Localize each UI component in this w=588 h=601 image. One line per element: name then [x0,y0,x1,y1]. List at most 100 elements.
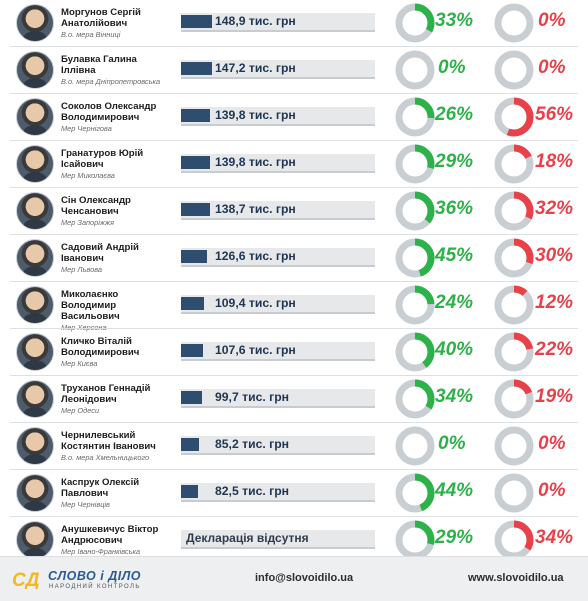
red-donut [494,520,534,560]
green-donut [395,520,435,560]
red-donut-ring [494,426,534,466]
green-percent: 29% [435,151,474,172]
red-percent: 56% [535,104,574,125]
avatar [16,474,54,512]
income-bar [181,297,204,310]
person-name: Миколаєнко Володимир Васильович [61,289,120,322]
green-percent: 24% [435,292,474,313]
red-donut-ring [494,285,534,325]
green-donut [395,332,435,372]
green-donut [395,238,435,278]
person-name: Анушкевичус Віктор Андрюсович [61,524,159,546]
green-donut [395,191,435,231]
person-title: В.о. мера Вінниці [61,30,121,39]
green-donut [395,379,435,419]
red-donut-arc [494,379,534,419]
red-donut-ring [494,3,534,43]
income-bar-track: 148,9 тис. грн [181,13,375,32]
logo-mark-icon: СД [12,570,40,589]
red-percent: 12% [535,292,574,313]
green-percent: 0% [438,433,466,454]
person-name: Чернилевський Костянтин Іванович [61,430,156,452]
person-name: Гранатуров Юрій Ісайович [61,148,144,170]
income-label: 139,8 тис. грн [215,155,296,169]
green-percent: 40% [435,339,474,360]
income-bar [181,15,213,28]
red-percent: 0% [538,480,566,501]
green-donut [395,285,435,325]
red-donut-arc [494,191,534,231]
red-donut [494,97,534,137]
avatar [16,521,54,559]
green-percent: 29% [435,527,474,548]
avatar [16,51,54,89]
income-bar-track: 82,5 тис. грн [181,483,375,502]
income-bar [181,438,199,451]
green-percent: 33% [435,10,474,31]
red-donut [494,285,534,325]
green-donut-arc [395,3,435,43]
green-donut [395,50,435,90]
logo-subtitle: НАРОДНИЙ КОНТРОЛЬ [49,584,141,590]
avatar [16,192,54,230]
income-label: 138,7 тис. грн [215,202,296,216]
green-donut-arc [395,97,435,137]
row-divider [10,93,578,94]
income-label: 85,2 тис. грн [215,437,289,451]
avatar [16,145,54,183]
table-row: Соколов Олександр Володимирович Мер Черні… [0,94,588,141]
green-donut-arc [395,144,435,184]
contact-email[interactable]: info@slovoidilo.ua [255,572,354,584]
red-percent: 0% [538,433,566,454]
row-divider [10,187,578,188]
red-donut-arc [494,97,534,137]
red-percent: 0% [538,57,566,78]
person-title: Мер Києва [61,359,98,368]
green-percent: 34% [435,386,474,407]
table-row: Садовий Андрій Іванович Мер Львова 126,6 т… [0,235,588,282]
income-bar [181,344,204,357]
red-donut-arc [494,144,534,184]
red-percent: 22% [535,339,574,360]
income-label: 147,2 тис. грн [215,61,296,75]
green-donut-arc [395,473,435,513]
income-bar [181,62,212,75]
red-donut-arc [494,332,534,372]
svg-text:СД: СД [12,570,40,589]
income-label: Декларація відсутня [186,531,309,545]
table-row: Моргунов Сергій Анатолійович В.о. мера Ві… [0,0,588,47]
row-divider [10,46,578,47]
red-percent: 30% [535,245,574,266]
website-link[interactable]: www.slovoidilo.ua [468,572,564,584]
avatar [16,239,54,277]
table-row: Гранатуров Юрій Ісайович Мер Миколаєва 139… [0,141,588,188]
green-donut-arc [395,332,435,372]
person-name: Садовий Андрій Іванович [61,242,139,264]
green-percent: 0% [438,57,466,78]
income-label: 107,6 тис. грн [215,343,296,357]
person-name: Каспрук Олексій Павлович [61,477,140,499]
income-bar [181,485,199,498]
table-row: Кличко Віталій Володимирович Мер Києва 107… [0,329,588,376]
green-donut [395,3,435,43]
person-title: Мер Херсона [61,323,176,332]
green-percent: 26% [435,104,474,125]
income-bar-track: 139,8 тис. грн [181,154,375,173]
income-label: 126,6 тис. грн [215,249,296,263]
income-bar [181,203,210,216]
red-donut [494,50,534,90]
red-donut-ring [494,50,534,90]
person-title: В.о. мера Хмельницького [61,453,150,462]
person-title: Мер Львова [61,265,102,274]
row-divider [10,422,578,423]
income-label: 139,8 тис. грн [215,108,296,122]
red-donut [494,3,534,43]
row-divider [10,516,578,517]
avatar [16,98,54,136]
footer: СД СЛОВО і ДІЛО НАРОДНИЙ КОНТРОЛЬ info@s… [0,556,588,601]
red-percent: 18% [535,151,574,172]
red-donut [494,426,534,466]
red-donut [494,191,534,231]
green-donut-arc [395,238,435,278]
